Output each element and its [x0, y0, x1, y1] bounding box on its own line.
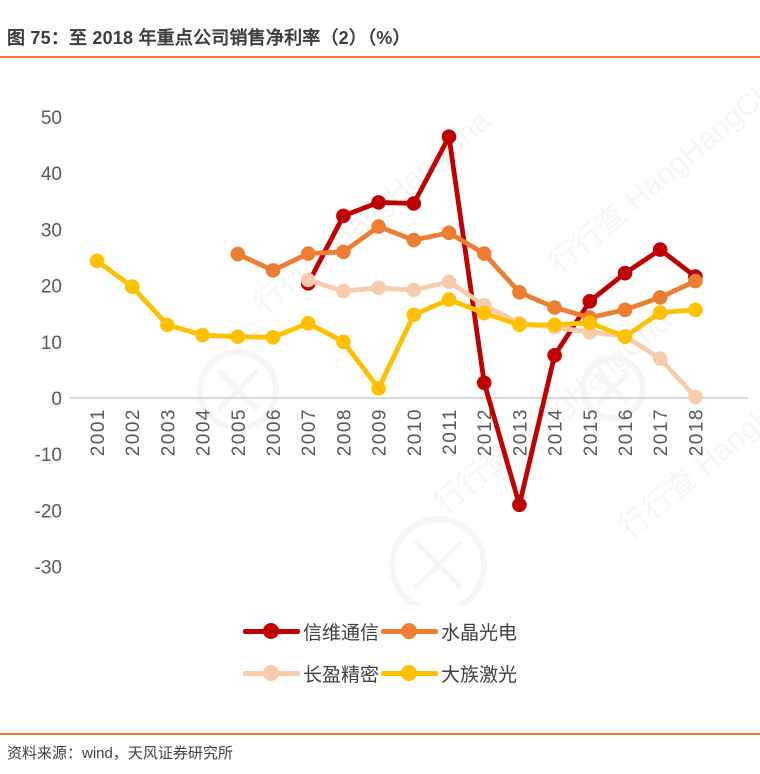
- chart-legend: 信维通信 水晶光电 长盈精密 大族激光: [0, 610, 760, 694]
- data-point: [688, 273, 703, 289]
- x-axis-tick-label: 2007: [299, 408, 320, 456]
- data-point: [265, 330, 281, 345]
- data-point: [336, 244, 351, 260]
- x-axis-tick-label: 2014: [546, 408, 567, 456]
- data-point: [617, 302, 633, 318]
- line-marker-icon: [381, 622, 438, 640]
- data-point: [512, 285, 527, 300]
- y-axis-tick-label: 50: [41, 108, 62, 129]
- data-point: [476, 246, 492, 261]
- data-point: [336, 283, 351, 299]
- x-axis-tick-label: 2018: [686, 408, 707, 456]
- x-axis-tick-label: 2008: [334, 408, 355, 456]
- x-axis-tick-label: 2015: [581, 408, 602, 456]
- source-note: 资料来源：wind，天风证券研究所: [7, 745, 233, 762]
- data-point: [336, 208, 351, 224]
- y-axis-tick-label: 40: [41, 164, 62, 185]
- x-axis-tick-label: 2016: [616, 408, 637, 456]
- data-point: [688, 302, 703, 318]
- legend-label: 信维通信: [302, 622, 379, 644]
- data-point: [230, 246, 246, 262]
- legend-label: 水晶光电: [441, 622, 518, 644]
- y-axis-tick-label: 30: [41, 220, 62, 241]
- data-point: [371, 381, 386, 396]
- x-axis-tick-label: 2011: [440, 408, 461, 455]
- data-point: [371, 219, 386, 234]
- data-point: [688, 389, 703, 405]
- data-point: [371, 195, 386, 210]
- x-axis-tick-label: 2003: [158, 408, 179, 456]
- data-point: [652, 305, 668, 320]
- data-point: [406, 282, 422, 298]
- legend-label: 长盈精密: [302, 664, 379, 686]
- y-axis-tick-label: -10: [35, 445, 62, 466]
- data-point: [582, 294, 598, 309]
- data-point: [160, 317, 175, 333]
- y-axis-tick-label: 10: [41, 333, 62, 354]
- data-point: [89, 253, 105, 269]
- legend-item-shuijing: 水晶光电: [381, 618, 517, 645]
- data-point: [371, 280, 386, 296]
- data-point: [406, 307, 422, 323]
- data-point: [547, 300, 562, 315]
- data-point: [336, 334, 351, 350]
- title-divider: [0, 56, 760, 58]
- line-marker-icon: [242, 664, 300, 682]
- data-point: [512, 497, 527, 513]
- data-point: [265, 263, 281, 278]
- data-point: [547, 317, 562, 333]
- data-point: [124, 279, 140, 294]
- x-axis-tick-label: 2006: [264, 408, 285, 456]
- line-marker-icon: [242, 622, 300, 640]
- data-point: [512, 317, 527, 333]
- data-point: [652, 351, 668, 367]
- data-point: [441, 225, 457, 241]
- data-point: [406, 196, 422, 211]
- y-axis-tick-label: 20: [41, 277, 62, 298]
- legend-row: 信维通信 水晶光电: [242, 610, 518, 652]
- y-axis-tick-label: -30: [35, 558, 62, 579]
- x-axis-tick-label: 2005: [229, 408, 250, 456]
- x-axis-tick-label: 2001: [88, 408, 109, 456]
- data-point: [476, 305, 492, 321]
- line-marker-icon: [381, 664, 438, 682]
- svg-text:行行查 HangHangCha: 行行查 HangHangCha: [543, 64, 760, 280]
- footer-divider: [0, 733, 760, 735]
- data-point: [652, 242, 668, 257]
- data-point: [547, 348, 562, 363]
- x-axis-tick-label: 2009: [370, 408, 391, 456]
- legend-item-xinwei: 信维通信: [242, 618, 379, 645]
- data-point: [300, 316, 316, 331]
- data-point: [476, 375, 492, 391]
- data-point: [195, 327, 210, 343]
- data-point: [617, 265, 633, 281]
- legend-item-changying: 长盈精密: [242, 660, 379, 687]
- data-point: [652, 290, 668, 305]
- y-axis-tick-label: 0: [51, 389, 62, 410]
- data-point: [441, 274, 457, 289]
- figure-title: 图 75：至 2018 年重点公司销售净利率（2）（%）: [7, 28, 411, 48]
- data-point: [441, 292, 457, 307]
- legend-item-dazu: 大族激光: [381, 660, 517, 687]
- legend-row: 长盈精密 大族激光: [242, 652, 518, 694]
- legend-label: 大族激光: [441, 664, 518, 686]
- y-axis-tick-label: -20: [35, 501, 62, 522]
- data-point: [300, 246, 316, 261]
- data-point: [230, 329, 246, 345]
- data-point: [406, 232, 422, 248]
- data-point: [617, 329, 633, 345]
- x-axis-tick-label: 2010: [405, 408, 426, 456]
- data-point: [582, 315, 598, 330]
- x-axis-tick-label: 2002: [123, 408, 144, 456]
- data-point: [441, 129, 457, 144]
- x-axis-tick-label: 2013: [510, 408, 531, 456]
- x-axis-tick-label: 2004: [194, 408, 215, 456]
- data-point: [300, 272, 316, 288]
- x-axis-tick-label: 2017: [651, 408, 672, 456]
- x-axis-tick-label: 2012: [475, 408, 496, 456]
